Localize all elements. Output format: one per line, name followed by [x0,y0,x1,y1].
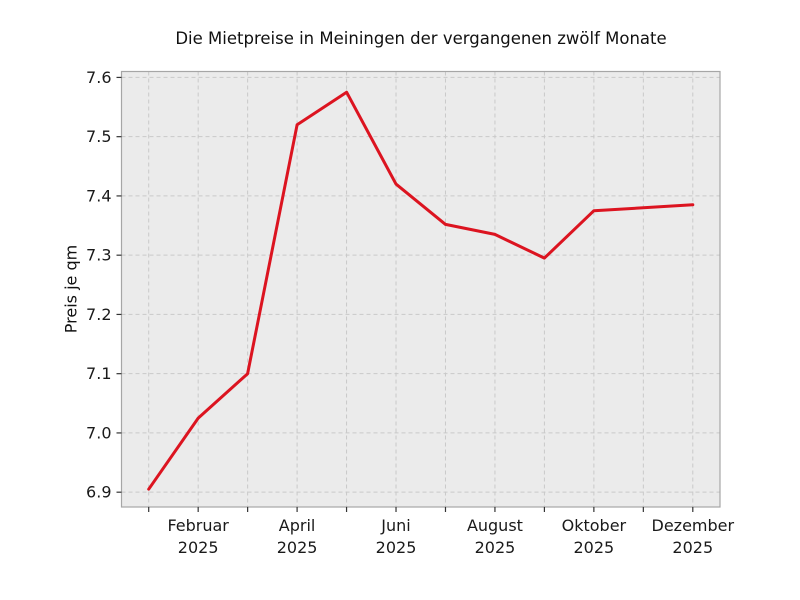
plot-background [121,71,720,507]
x-tick-label-year: 2025 [574,538,615,557]
x-tick-label-month: Dezember [652,516,735,535]
x-tick-label-year: 2025 [376,538,417,557]
x-tick-label-year: 2025 [475,538,516,557]
x-tick-label-year: 2025 [672,538,713,557]
y-tick-label: 7.6 [86,68,111,87]
x-tick-label-month: April [279,516,316,535]
x-tick-label-month: Februar [167,516,229,535]
y-tick-label: 7.4 [86,186,111,205]
x-tick-label-year: 2025 [277,538,318,557]
x-tick-label-month: Juni [380,516,410,535]
chart-title: Die Mietpreise in Meiningen der vergange… [175,29,667,48]
axes-spines [120,70,721,508]
x-tick-label-month: Oktober [562,516,627,535]
x-tick-label-year: 2025 [178,538,219,557]
y-tick-label: 7.5 [86,127,111,146]
y-tick-label: 6.9 [86,483,111,502]
y-tick-label: 7.2 [86,305,111,324]
x-tick-label-month: August [467,516,523,535]
y-tick-label: 7.0 [86,423,111,442]
y-tick-label: 7.1 [86,364,111,383]
price-line [147,90,695,491]
y-tick-label: 7.3 [86,246,111,265]
